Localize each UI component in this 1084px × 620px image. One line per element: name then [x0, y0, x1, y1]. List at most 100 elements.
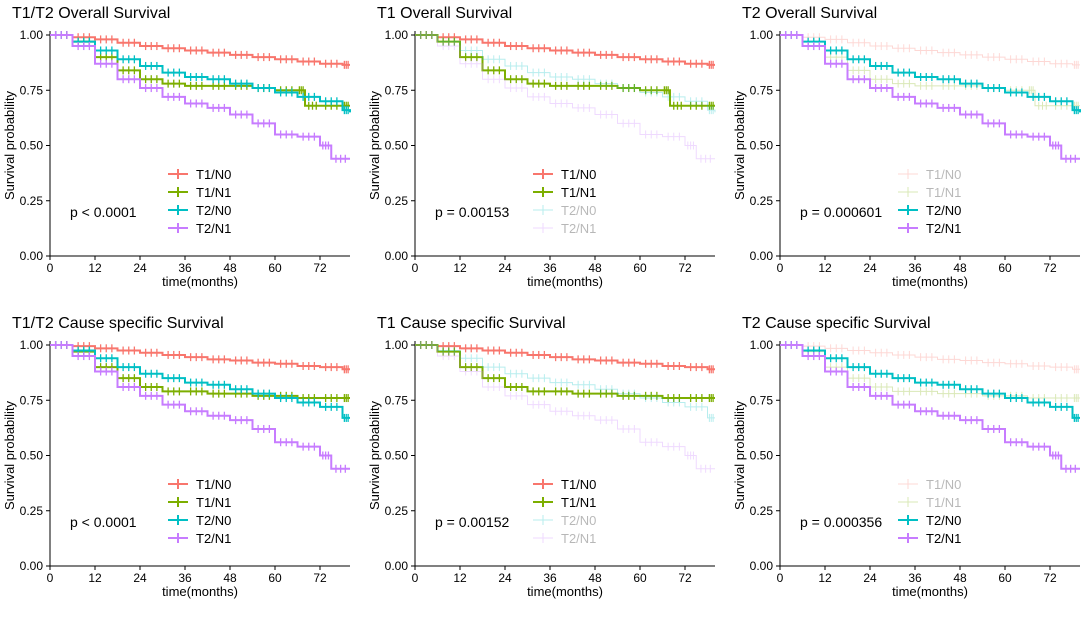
x-axis-title: time(months) — [527, 584, 603, 599]
x-tick-label: 24 — [863, 571, 877, 585]
legend-item: T1/N0 — [898, 167, 961, 182]
series-t2-n0 — [780, 31, 1081, 115]
chart-panel-6: T2 Cause specific Survival 0.00 0.25 0.50 0.… — [732, 315, 1080, 599]
y-axis-title: Survival probability — [367, 90, 382, 200]
series-t2-n1 — [50, 31, 350, 163]
survival-curve — [780, 34, 1081, 113]
y-tick-label: 1.00 — [20, 28, 44, 42]
chart-panel-2: T1 Overall Survival 0.00 0.25 0.50 0.75 1.00 0… — [367, 5, 716, 289]
legend-item: T2/N1 — [533, 531, 596, 546]
series-t2-n0 — [415, 341, 715, 422]
p-value-label: p = 0.00152 — [435, 514, 510, 530]
x-tick-label: 24 — [133, 571, 147, 585]
legend-label: T2/N1 — [926, 531, 961, 546]
legend-item: T2/N1 — [898, 531, 961, 546]
legend-label: T1/N0 — [196, 167, 231, 182]
x-tick-label: 72 — [313, 261, 327, 275]
x-tick-label: 0 — [412, 571, 419, 585]
y-tick-label: 0.25 — [20, 194, 44, 208]
x-tick-label: 0 — [412, 261, 419, 275]
y-tick-label: 0.50 — [385, 449, 409, 463]
legend-item: T1/N1 — [533, 185, 596, 200]
legend-label: T2/N0 — [926, 513, 961, 528]
y-tick-label: 0.00 — [750, 559, 774, 573]
legend-label: T1/N0 — [196, 477, 231, 492]
chart-panel-3: T2 Overall Survival 0.00 0.25 0.50 0.75 1.00 0… — [732, 5, 1081, 289]
y-tick-label: 0.50 — [750, 139, 774, 153]
x-tick-label: 48 — [223, 571, 237, 585]
x-tick-label: 60 — [633, 261, 647, 275]
legend-label: T1/N1 — [196, 185, 231, 200]
legend-label: T1/N1 — [196, 495, 231, 510]
chart-panel-1: T1/T2 Overall Survival 0.00 0.25 0.50 0.75 1.… — [2, 5, 351, 289]
legend-label: T1/N1 — [561, 495, 596, 510]
y-tick-label: 0.50 — [750, 449, 774, 463]
x-tick-label: 72 — [1043, 261, 1057, 275]
x-tick-label: 48 — [953, 571, 967, 585]
x-axis-title: time(months) — [162, 274, 238, 289]
chart-panel-5: T1 Cause specific Survival 0.00 0.25 0.50 0.… — [367, 315, 715, 599]
x-tick-label: 12 — [88, 571, 102, 585]
x-tick-label: 0 — [777, 261, 784, 275]
x-tick-label: 0 — [777, 571, 784, 585]
legend-item: T2/N1 — [168, 221, 231, 236]
legend-item: T1/N0 — [533, 167, 596, 182]
series-t2-n1 — [415, 341, 715, 473]
series-t2-n0 — [415, 31, 716, 115]
series-t2-n0 — [780, 341, 1080, 422]
legend-item: T1/N0 — [168, 167, 231, 182]
survival-curve — [415, 344, 715, 400]
y-tick-label: 0.50 — [20, 449, 44, 463]
x-tick-label: 24 — [498, 571, 512, 585]
y-tick-label: 0.50 — [20, 139, 44, 153]
survival-curve — [50, 34, 351, 113]
y-axis-title: Survival probability — [2, 90, 17, 200]
x-tick-label: 60 — [268, 261, 282, 275]
legend-item: T1/N1 — [533, 495, 596, 510]
survival-curve — [50, 344, 350, 470]
survival-curve — [780, 34, 1080, 66]
series-t2-n0 — [50, 341, 350, 422]
legend-label: T2/N1 — [561, 531, 596, 546]
y-tick-label: 1.00 — [750, 338, 774, 352]
legend-item: T2/N1 — [168, 531, 231, 546]
legend-item: T2/N0 — [898, 203, 961, 218]
legend-label: T1/N0 — [561, 167, 596, 182]
x-tick-label: 36 — [543, 571, 557, 585]
legend-item: T1/N1 — [168, 185, 231, 200]
y-tick-label: 0.00 — [20, 559, 44, 573]
legend-label: T2/N0 — [196, 513, 231, 528]
x-axis-title: time(months) — [527, 274, 603, 289]
y-tick-label: 0.75 — [750, 393, 774, 407]
p-value-label: p = 0.00153 — [435, 204, 510, 220]
y-tick-label: 0.00 — [385, 249, 409, 263]
y-axis-title: Survival probability — [367, 400, 382, 510]
series-t2-n0 — [50, 31, 351, 115]
x-tick-label: 60 — [998, 261, 1012, 275]
x-axis-title: time(months) — [892, 584, 968, 599]
x-axis-title: time(months) — [162, 584, 238, 599]
x-tick-label: 36 — [908, 571, 922, 585]
legend-label: T1/N1 — [926, 495, 961, 510]
y-tick-label: 0.25 — [750, 194, 774, 208]
p-value-label: p = 0.000601 — [800, 204, 882, 220]
y-tick-label: 0.00 — [750, 249, 774, 263]
chart-panel-4: T1/T2 Cause specific Survival 0.00 0.25 0.5… — [2, 315, 350, 599]
chart-title: T1 Overall Survival — [377, 5, 512, 22]
x-tick-label: 24 — [133, 261, 147, 275]
series-t2-n1 — [415, 31, 715, 163]
x-tick-label: 60 — [268, 571, 282, 585]
y-tick-label: 1.00 — [20, 338, 44, 352]
legend-label: T2/N1 — [196, 221, 231, 236]
legend-item: T2/N0 — [533, 203, 596, 218]
legend-item: T1/N1 — [898, 185, 961, 200]
legend-item: T1/N1 — [898, 495, 961, 510]
y-tick-label: 0.75 — [20, 393, 44, 407]
legend-item: T2/N1 — [898, 221, 961, 236]
p-value-label: p < 0.0001 — [70, 204, 137, 220]
y-tick-label: 1.00 — [750, 28, 774, 42]
x-tick-label: 48 — [223, 261, 237, 275]
legend-item: T2/N1 — [533, 221, 596, 236]
survival-curve — [780, 344, 1080, 370]
survival-curve — [415, 344, 715, 470]
